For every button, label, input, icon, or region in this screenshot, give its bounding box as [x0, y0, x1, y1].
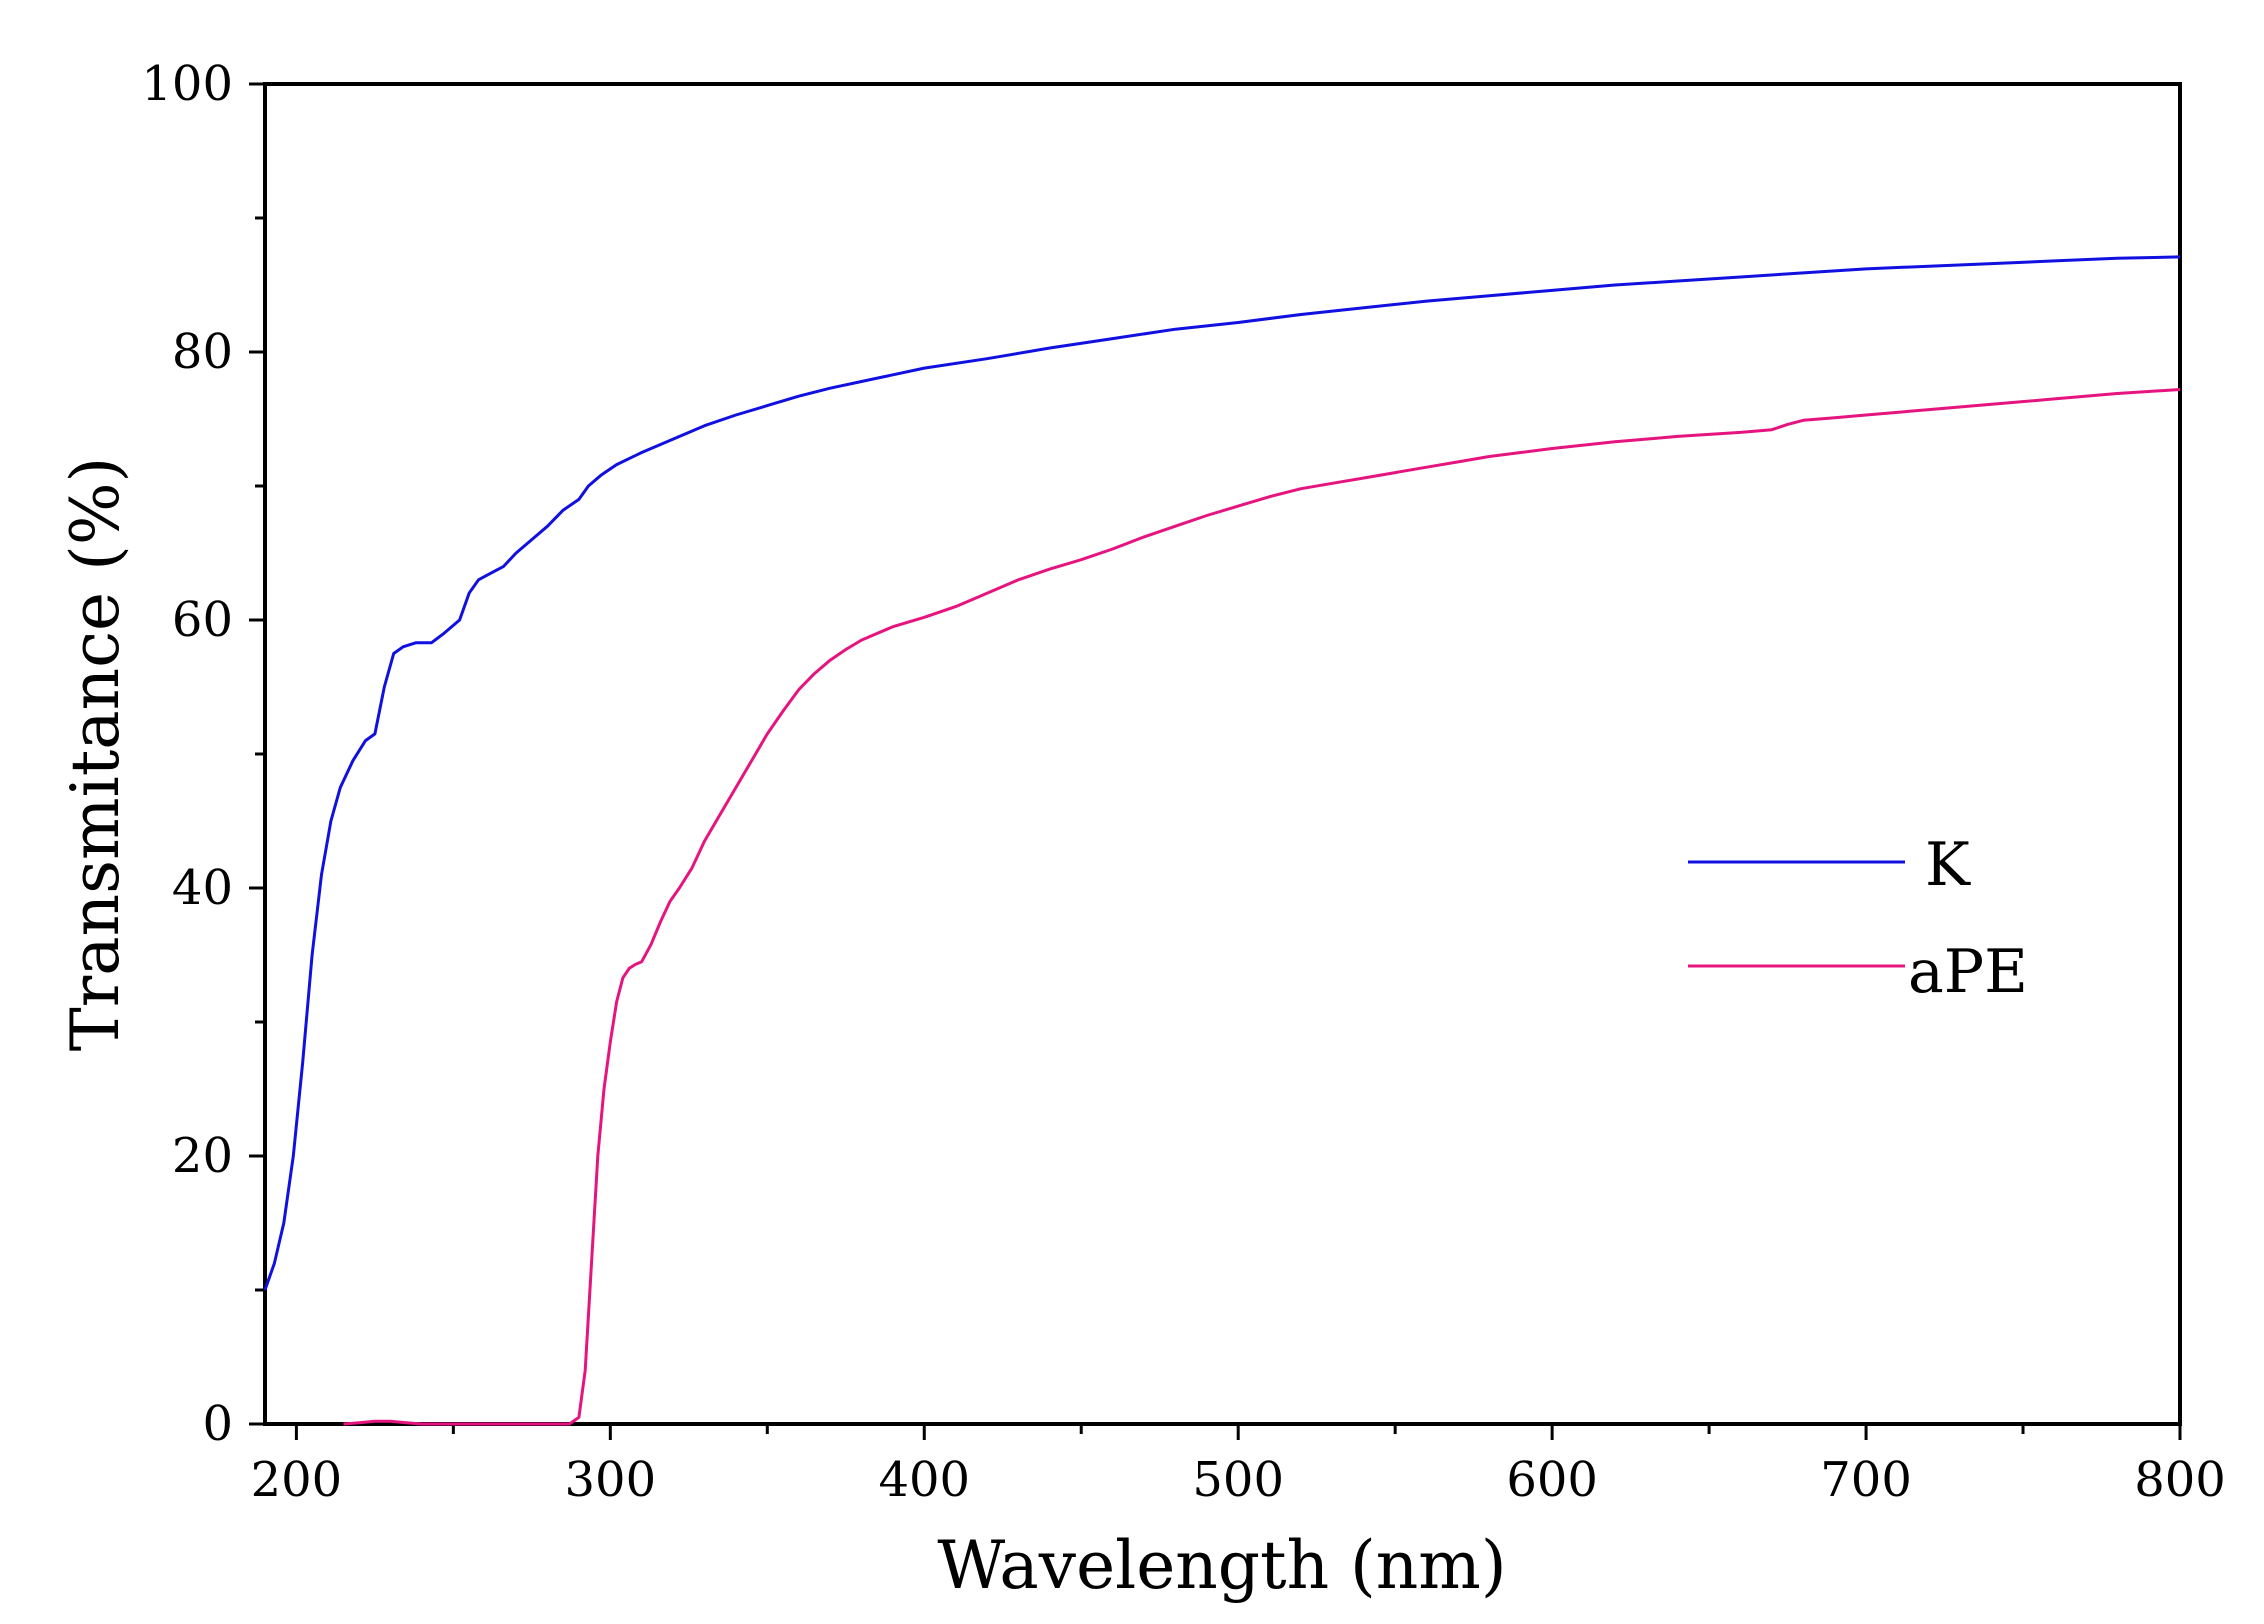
- legend-label-k: K: [1925, 830, 1971, 900]
- x-axis-title: Wavelength (nm): [937, 1527, 1506, 1604]
- x-tick-label-500: 500: [1192, 1452, 1284, 1508]
- series-line-k: [263, 255, 2181, 1291]
- series-line-ape: [343, 388, 2181, 1426]
- x-tick-label-300: 300: [565, 1452, 657, 1508]
- y-tick-label-80: 80: [172, 324, 233, 380]
- y-tick-label-60: 60: [172, 592, 233, 648]
- x-tick-label-200: 200: [251, 1452, 343, 1508]
- plot-frame: [263, 82, 2182, 1426]
- x-tick-label-700: 700: [1820, 1452, 1912, 1508]
- y-axis-ticks: 0 20 40 60 80 100: [141, 56, 265, 1452]
- y-tick-label-40: 40: [172, 860, 233, 916]
- x-axis-ticks: 200 300 400 500 600 700 800: [251, 1424, 2226, 1508]
- series-lines: [263, 255, 2181, 1426]
- x-tick-label-600: 600: [1506, 1452, 1598, 1508]
- x-tick-label-400: 400: [878, 1452, 970, 1508]
- y-tick-label-100: 100: [141, 56, 233, 112]
- legend-label-ape: aPE: [1908, 937, 2028, 1007]
- y-tick-label-20: 20: [172, 1128, 233, 1184]
- y-tick-label-0: 0: [202, 1396, 233, 1452]
- legend: K aPE: [1688, 830, 2028, 1007]
- x-tick-label-800: 800: [2134, 1452, 2226, 1508]
- y-axis-title: Transmitance (%): [57, 457, 134, 1052]
